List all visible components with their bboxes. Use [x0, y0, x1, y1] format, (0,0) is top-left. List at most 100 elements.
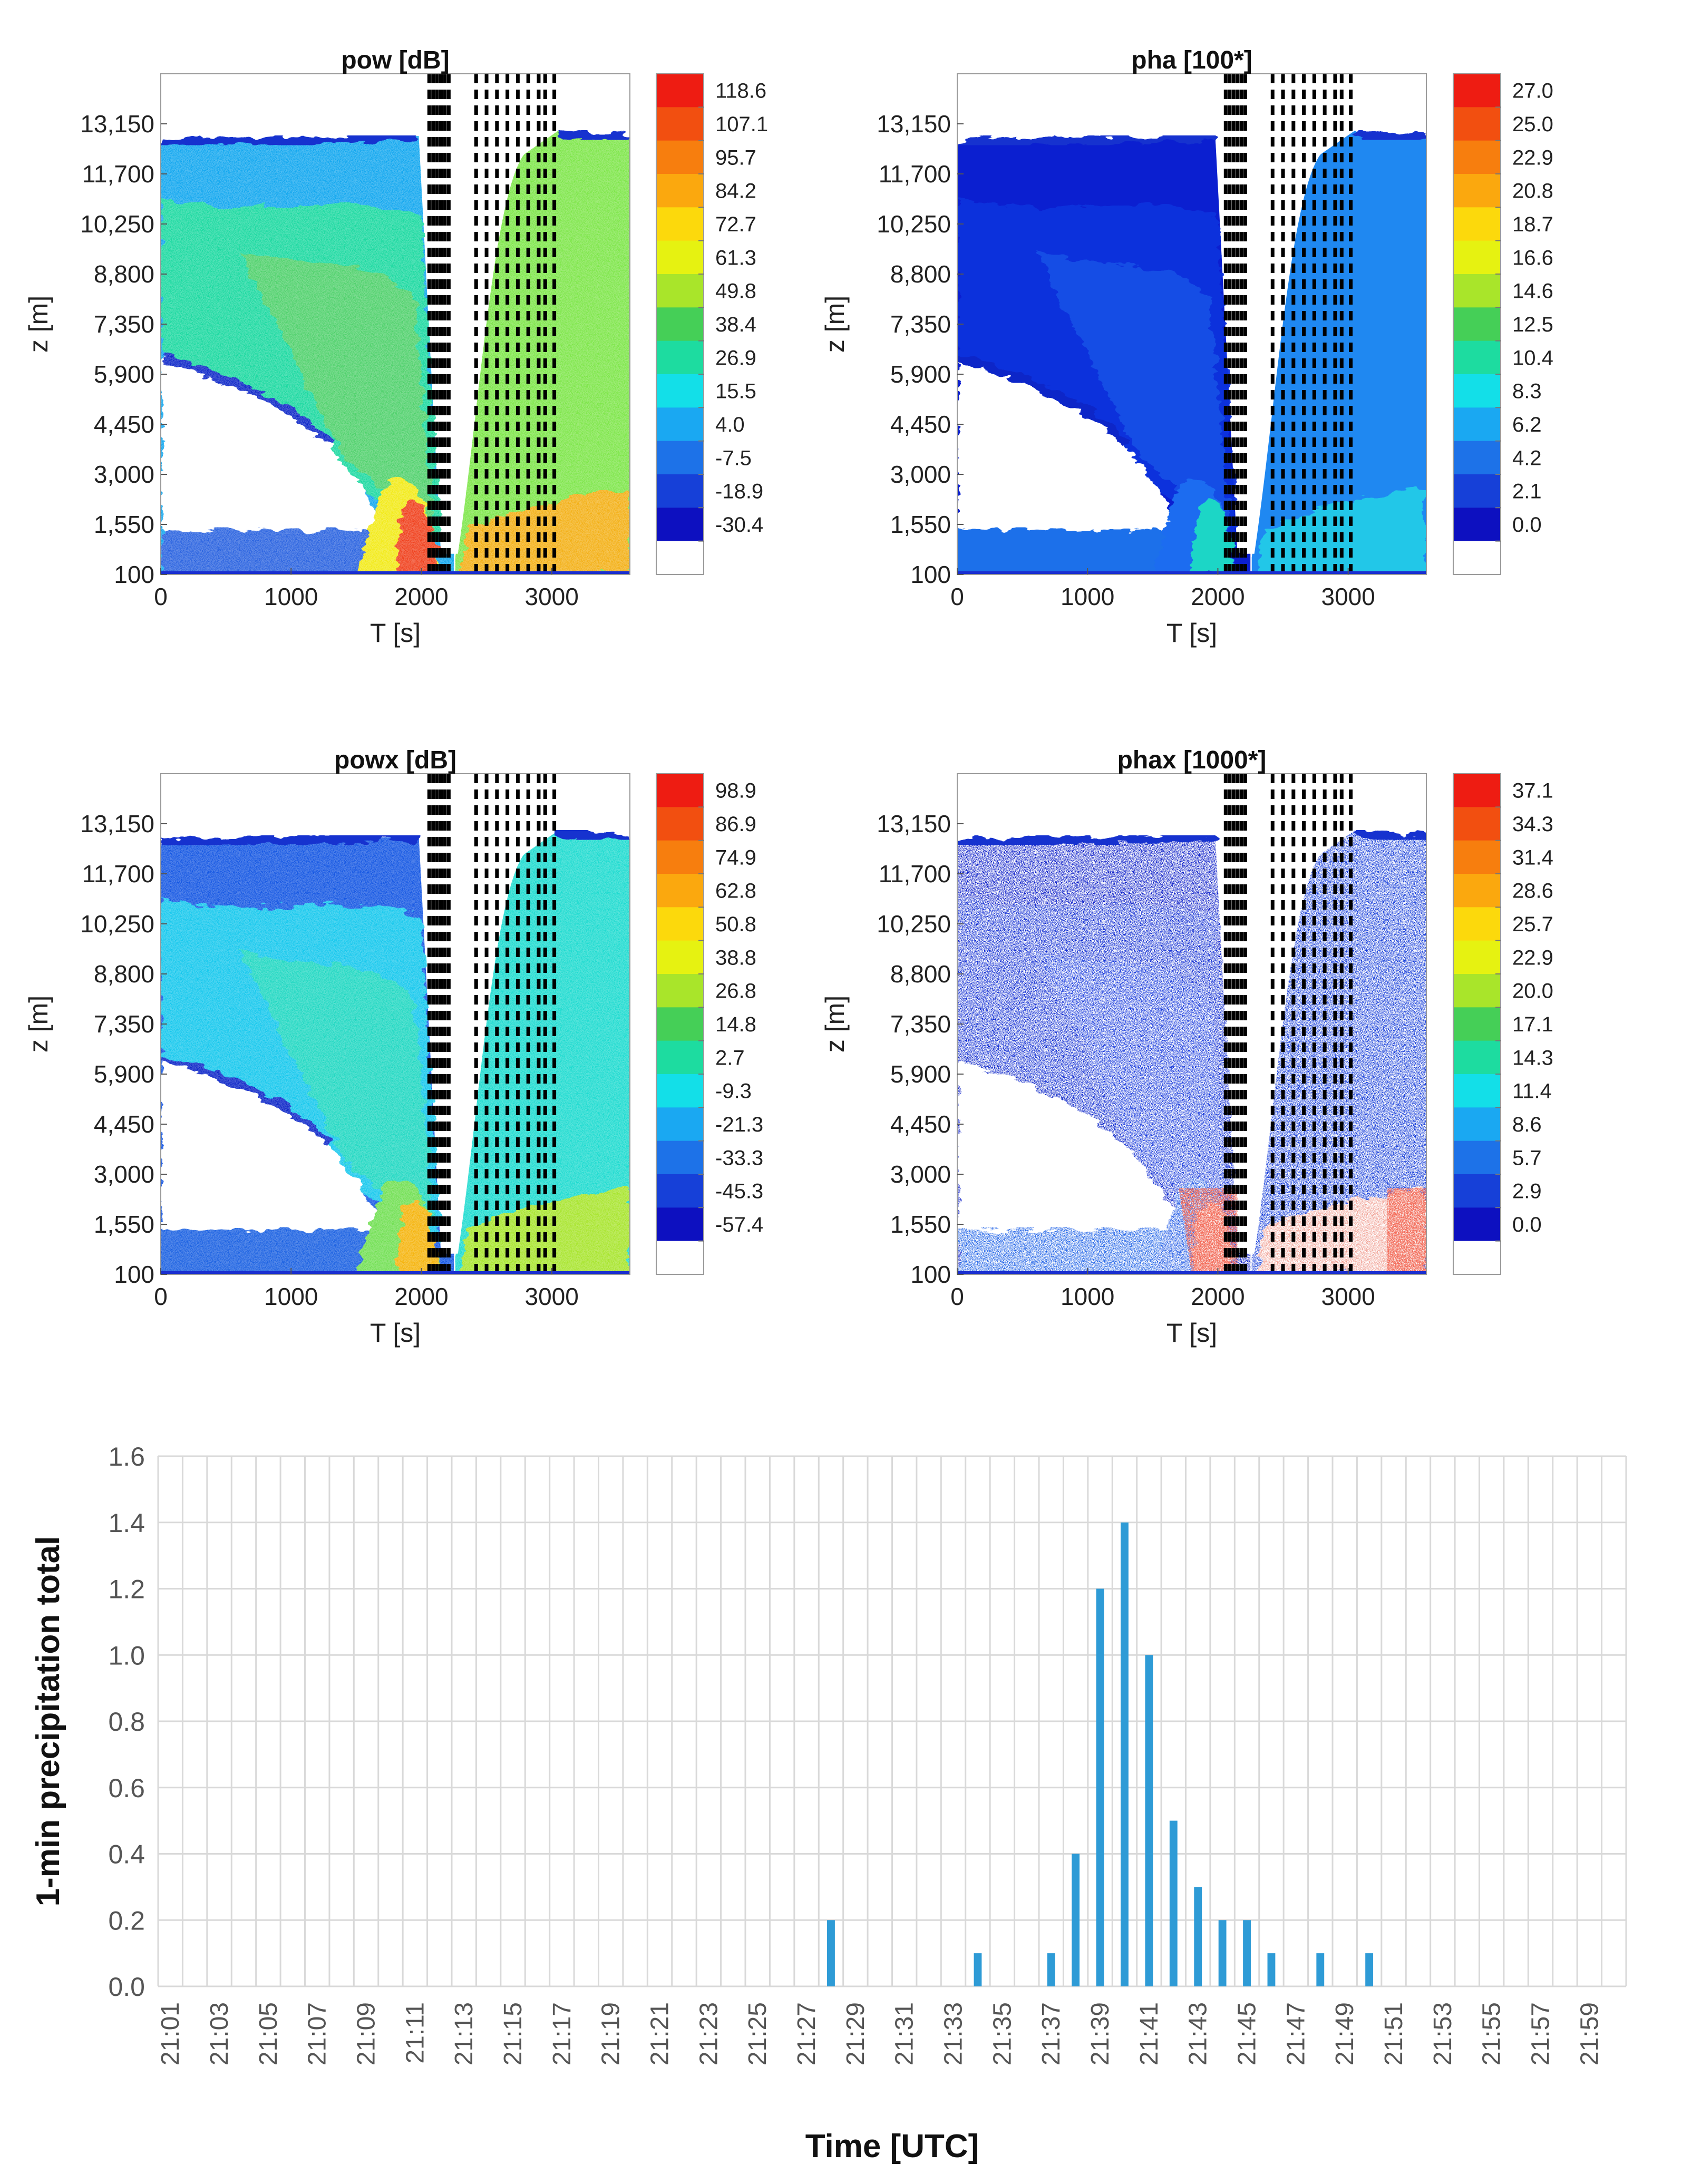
- echo-field: [161, 774, 630, 1274]
- x-tick-label: 0: [950, 1283, 964, 1310]
- colorbar-swatch: [656, 1241, 704, 1274]
- y-tick-label: 0.4: [108, 1840, 145, 1869]
- y-tick-label: 8,800: [94, 960, 154, 988]
- bar: [827, 1920, 835, 1986]
- cloud-top-edge: [161, 831, 419, 849]
- x-tick-label: 21:57: [1527, 2002, 1555, 2065]
- colorbar-label: 50.8: [715, 913, 756, 936]
- colorbar-label: -33.3: [715, 1146, 763, 1169]
- colorbar: 27.0 25.0 22.9 20.8 18.7 16.6 14.6 12.5 10.4 8.3 6…: [1453, 73, 1553, 575]
- x-tick-label: 21:01: [157, 2002, 184, 2065]
- colorbar-label: 2.9: [1512, 1180, 1542, 1203]
- red-speckle-left: [1179, 1188, 1238, 1274]
- colorbar-swatch: [1453, 1140, 1501, 1175]
- colorbar-swatch: [656, 1074, 704, 1108]
- time-marker-lines: [1223, 74, 1353, 574]
- x-tick-label: 3000: [1321, 583, 1375, 610]
- colorbar-swatch: [656, 274, 704, 308]
- above-cloud-top: [161, 74, 419, 145]
- colorbar-label: -18.9: [715, 480, 763, 503]
- colorbar-label: -45.3: [715, 1180, 763, 1203]
- colorbar-label: 0.0: [1512, 1213, 1542, 1236]
- colorbar-swatch: [1453, 140, 1501, 174]
- y-tick-label: 5,900: [890, 360, 951, 388]
- colorbar-swatch: [656, 74, 704, 108]
- colorbar-label: 86.9: [715, 813, 756, 836]
- y-tick-label: 13,150: [877, 810, 951, 837]
- colorbar-swatch: [1453, 1107, 1501, 1142]
- y-tick-label: 0.2: [108, 1906, 145, 1935]
- colorbar-label: 34.3: [1512, 813, 1553, 836]
- colorbar-label: 20.8: [1512, 180, 1553, 203]
- colorbar-swatch: [656, 407, 704, 442]
- x-tick-label: 21:27: [793, 2002, 821, 2065]
- colorbar-swatch: [656, 307, 704, 342]
- colorbar-swatch: [1453, 74, 1501, 108]
- x-tick-label: 21:55: [1478, 2002, 1506, 2065]
- y-tick-label: 100: [910, 1261, 951, 1288]
- y-tick-label: 5,900: [94, 1060, 154, 1088]
- time-marker-lines: [1223, 774, 1353, 1274]
- colorbar-swatch: [656, 1207, 704, 1242]
- y-tick-label: 1,550: [94, 1211, 154, 1238]
- colorbar-label: 31.4: [1512, 846, 1553, 869]
- x-tick-label: 21:35: [988, 2002, 1016, 2065]
- colorbar-label: 27.0: [1512, 80, 1553, 103]
- x-tick-label: 0: [950, 583, 964, 610]
- colorbar-swatch: [656, 1140, 704, 1175]
- colorbar-swatch: [1453, 441, 1501, 475]
- x-tick-label: 21:33: [940, 2002, 968, 2065]
- bar: [1267, 1953, 1276, 1986]
- colorbar-label: 74.9: [715, 846, 756, 869]
- colorbar-label: 98.9: [715, 779, 756, 803]
- y-tick-label: 11,700: [82, 160, 154, 188]
- y-tick-label: 3,000: [890, 1161, 951, 1188]
- colorbar-swatch: [656, 874, 704, 908]
- colorbar-swatch: [656, 508, 704, 542]
- colorbar-swatch: [1453, 107, 1501, 141]
- pow-heatmap-panel: pow [dB] 0 1000 2000 3000 100 1,550 3,000 4,450 5…: [24, 46, 768, 648]
- colorbar-label: 2.7: [715, 1046, 745, 1069]
- colorbar-label: 26.8: [715, 980, 756, 1003]
- colorbar-swatch: [1453, 874, 1501, 908]
- y-tick-label: 3,000: [94, 461, 154, 488]
- y-axis-label: z [m]: [820, 296, 850, 353]
- colorbar-swatch: [1453, 1174, 1501, 1208]
- bar: [1072, 1854, 1080, 1986]
- colorbar-label: 38.4: [715, 313, 756, 336]
- colorbar-label: 14.3: [1512, 1046, 1553, 1069]
- colorbar-label: 4.0: [715, 413, 745, 436]
- x-tick-label: 21:17: [548, 2002, 576, 2065]
- y-tick-label: 1.4: [108, 1508, 145, 1538]
- colorbar-swatch: [656, 140, 704, 174]
- x-tick-label: 2000: [1191, 583, 1245, 610]
- x-axis-label: T [s]: [370, 1318, 421, 1348]
- colorbar-swatch: [656, 840, 704, 874]
- x-tick-label: 21:21: [646, 2002, 674, 2065]
- cloud-top-edge: [957, 831, 1216, 849]
- x-tick-label: 21:19: [597, 2002, 625, 2065]
- bar: [1243, 1920, 1251, 1986]
- x-tick-label: 3000: [524, 1283, 578, 1310]
- y-tick-label: 8,800: [890, 960, 951, 988]
- y-axis-label: z [m]: [24, 996, 53, 1052]
- x-tick-label: 21:15: [499, 2002, 527, 2065]
- x-tick-label: 3000: [524, 583, 578, 610]
- x-tick-label: 1000: [264, 583, 318, 610]
- y-tick-label: 10,250: [877, 910, 951, 938]
- speckle-noise: [161, 129, 630, 574]
- colorbar-swatch: [1453, 541, 1501, 574]
- colorbar-swatch: [1453, 807, 1501, 841]
- x-tick-label: 21:05: [255, 2002, 283, 2065]
- colorbar-swatch: [1453, 174, 1501, 208]
- y-tick-label: 5,900: [890, 1060, 951, 1088]
- y-axis-label: z [m]: [24, 296, 53, 353]
- colorbar-label: -30.4: [715, 513, 763, 537]
- colorbar-label: 5.7: [1512, 1146, 1542, 1169]
- x-tick-label: 0: [154, 583, 168, 610]
- y-tick-label: 4,450: [890, 1110, 951, 1138]
- y-tick-label: 3,000: [890, 461, 951, 488]
- cloud-top-edge: [161, 131, 419, 149]
- x-tick-label: 21:51: [1380, 2002, 1408, 2065]
